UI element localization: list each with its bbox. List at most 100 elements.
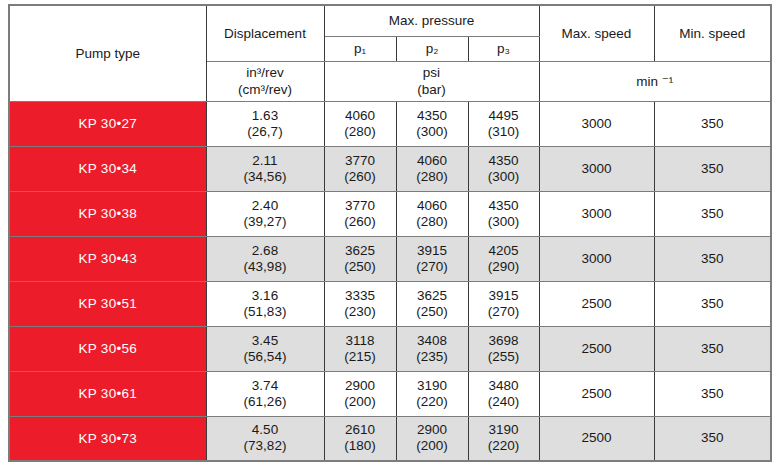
- p2-psi: 4350: [397, 108, 468, 124]
- p3-bar: (220): [469, 438, 539, 454]
- p3-bar: (300): [469, 214, 539, 230]
- header-max-pressure: Max. pressure: [324, 5, 539, 36]
- cell-max-speed: 2500: [539, 281, 654, 326]
- displacement-cm3: (34,56): [207, 169, 324, 185]
- p1-psi: 2610: [325, 422, 396, 438]
- displacement-cm3: (73,82): [207, 438, 324, 454]
- table-row: KP 30•34 2.11 (34,56) 3770 (260) 4060 (2…: [9, 146, 771, 191]
- table-row: KP 30•73 4.50 (73,82) 2610 (180) 2900 (2…: [9, 416, 771, 461]
- p3-psi: 4205: [469, 243, 539, 259]
- p2-bar: (200): [397, 438, 468, 454]
- header-pressure-units: psi (bar): [324, 61, 539, 101]
- cell-min-speed: 350: [654, 281, 771, 326]
- cell-displacement: 2.40 (39,27): [206, 191, 324, 236]
- table-body: KP 30•27 1.63 (26,7) 4060 (280) 4350 (30…: [9, 101, 771, 461]
- displacement-in3: 2.40: [207, 198, 324, 214]
- header-p2: p₂: [396, 36, 468, 61]
- p2-bar: (270): [397, 259, 468, 275]
- p2-psi: 2900: [397, 422, 468, 438]
- displacement-cm3: (43,98): [207, 259, 324, 275]
- table-row: KP 30•43 2.68 (43,98) 3625 (250) 3915 (2…: [9, 236, 771, 281]
- p2-psi: 3915: [397, 243, 468, 259]
- cell-min-speed: 350: [654, 101, 771, 146]
- displacement-in3: 3.16: [207, 288, 324, 304]
- displacement-cm3: (26,7): [207, 124, 324, 140]
- header-p1: p₁: [324, 36, 396, 61]
- table-header: Pump type Displacement Max. pressure Max…: [9, 5, 771, 101]
- p1-bar: (215): [325, 349, 396, 365]
- cell-p2: 4060 (280): [396, 146, 468, 191]
- header-displacement-units: in³/rev (cm³/rev): [206, 61, 324, 101]
- p2-psi: 4060: [397, 153, 468, 169]
- p1-bar: (180): [325, 438, 396, 454]
- displacement-in3: 2.68: [207, 243, 324, 259]
- p2-bar: (235): [397, 349, 468, 365]
- cell-min-speed: 350: [654, 416, 771, 461]
- cell-displacement: 1.63 (26,7): [206, 101, 324, 146]
- header-pump-type: Pump type: [9, 5, 206, 101]
- p3-bar: (300): [469, 169, 539, 185]
- cell-p3: 4205 (290): [468, 236, 539, 281]
- cell-pump-type: KP 30•51: [9, 281, 206, 326]
- cell-p3: 3480 (240): [468, 371, 539, 416]
- cell-displacement: 3.74 (61,26): [206, 371, 324, 416]
- cell-min-speed: 350: [654, 236, 771, 281]
- cell-max-speed: 3000: [539, 101, 654, 146]
- displacement-cm3: (56,54): [207, 349, 324, 365]
- pressure-unit-line2: (bar): [325, 81, 539, 98]
- cell-displacement: 2.11 (34,56): [206, 146, 324, 191]
- cell-pump-type: KP 30•73: [9, 416, 206, 461]
- displacement-in3: 3.45: [207, 333, 324, 349]
- cell-p1: 3118 (215): [324, 326, 396, 371]
- p2-psi: 4060: [397, 198, 468, 214]
- cell-displacement: 3.16 (51,83): [206, 281, 324, 326]
- p2-bar: (250): [397, 304, 468, 320]
- cell-p2: 3915 (270): [396, 236, 468, 281]
- p3-psi: 3190: [469, 422, 539, 438]
- cell-pump-type: KP 30•43: [9, 236, 206, 281]
- displacement-cm3: (39,27): [207, 214, 324, 230]
- p2-bar: (220): [397, 394, 468, 410]
- cell-min-speed: 350: [654, 146, 771, 191]
- p1-bar: (250): [325, 259, 396, 275]
- header-min-speed: Min. speed: [654, 5, 771, 61]
- displacement-cm3: (61,26): [207, 394, 324, 410]
- p3-psi: 3480: [469, 378, 539, 394]
- cell-max-speed: 3000: [539, 236, 654, 281]
- cell-p3: 4495 (310): [468, 101, 539, 146]
- cell-pump-type: KP 30•61: [9, 371, 206, 416]
- table-row: KP 30•56 3.45 (56,54) 3118 (215) 3408 (2…: [9, 326, 771, 371]
- p3-psi: 4350: [469, 153, 539, 169]
- cell-max-speed: 2500: [539, 416, 654, 461]
- cell-p1: 2610 (180): [324, 416, 396, 461]
- cell-p1: 3625 (250): [324, 236, 396, 281]
- p2-psi: 3625: [397, 288, 468, 304]
- cell-pump-type: KP 30•38: [9, 191, 206, 236]
- cell-pump-type: KP 30•27: [9, 101, 206, 146]
- cell-max-speed: 3000: [539, 191, 654, 236]
- p1-psi: 3770: [325, 153, 396, 169]
- cell-min-speed: 350: [654, 191, 771, 236]
- p2-psi: 3190: [397, 378, 468, 394]
- header-speed-units: min ⁻¹: [539, 61, 771, 101]
- p3-bar: (310): [469, 124, 539, 140]
- cell-min-speed: 350: [654, 371, 771, 416]
- cell-p3: 3915 (270): [468, 281, 539, 326]
- cell-displacement: 4.50 (73,82): [206, 416, 324, 461]
- p1-psi: 3118: [325, 333, 396, 349]
- p3-psi: 3698: [469, 333, 539, 349]
- cell-pump-type: KP 30•56: [9, 326, 206, 371]
- displacement-in3: 2.11: [207, 153, 324, 169]
- displacement-unit-line2: (cm³/rev): [207, 81, 324, 98]
- cell-p3: 3190 (220): [468, 416, 539, 461]
- header-p3: p₃: [468, 36, 539, 61]
- p3-bar: (290): [469, 259, 539, 275]
- p3-psi: 3915: [469, 288, 539, 304]
- cell-p2: 4060 (280): [396, 191, 468, 236]
- p3-bar: (255): [469, 349, 539, 365]
- p1-bar: (230): [325, 304, 396, 320]
- p2-bar: (300): [397, 124, 468, 140]
- p1-psi: 3335: [325, 288, 396, 304]
- pump-spec-table: Pump type Displacement Max. pressure Max…: [8, 4, 772, 462]
- cell-p1: 2900 (200): [324, 371, 396, 416]
